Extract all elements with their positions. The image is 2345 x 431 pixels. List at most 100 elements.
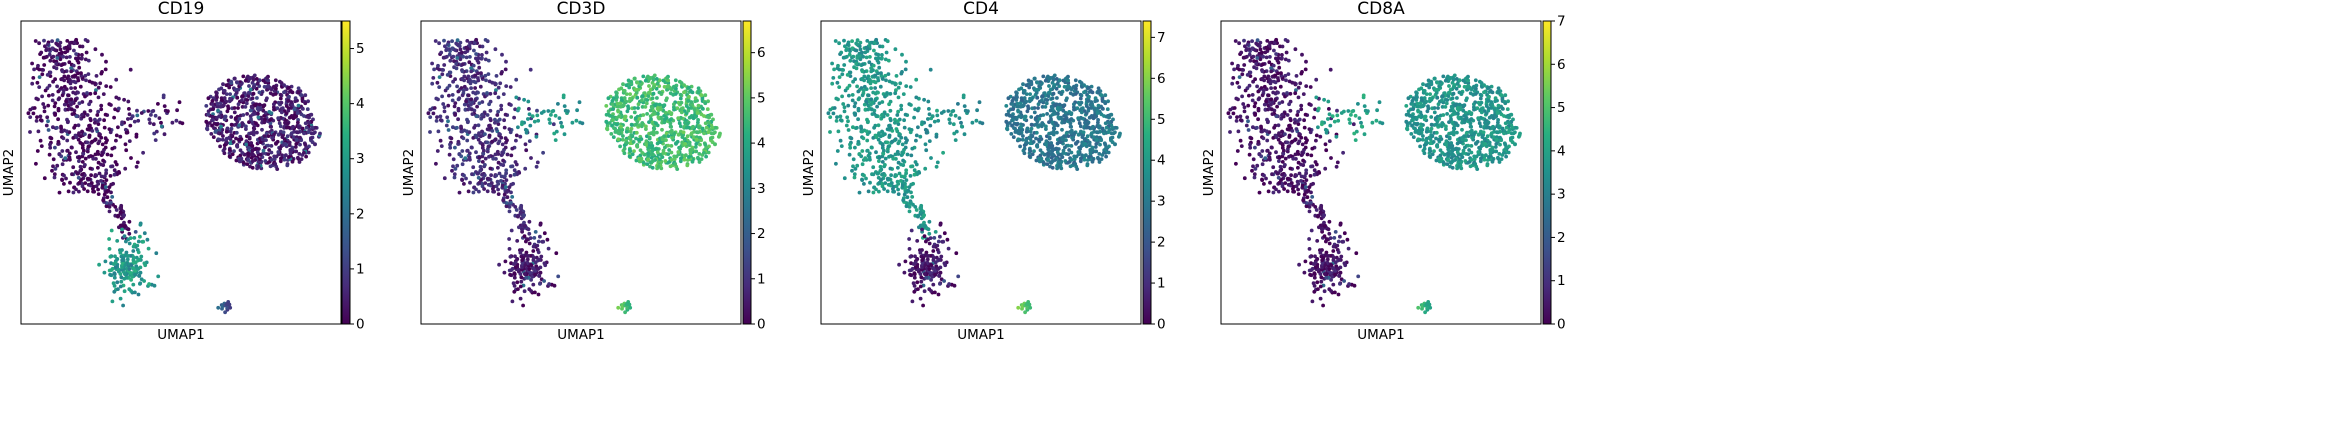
cell-point bbox=[647, 90, 651, 95]
cell-point bbox=[634, 90, 639, 95]
cell-point bbox=[28, 115, 33, 119]
cell-point bbox=[675, 139, 680, 144]
cell-point bbox=[876, 123, 881, 128]
cell-point bbox=[673, 162, 678, 166]
cell-point bbox=[68, 180, 72, 185]
cell-point bbox=[1089, 149, 1093, 154]
cell-point bbox=[36, 97, 40, 102]
cell-point bbox=[471, 63, 476, 68]
cell-point bbox=[159, 124, 164, 129]
cell-point bbox=[243, 105, 248, 109]
cell-point bbox=[77, 181, 82, 185]
cell-point bbox=[1246, 128, 1251, 132]
cell-point bbox=[487, 154, 491, 159]
cell-point bbox=[1300, 142, 1305, 147]
cell-point bbox=[277, 121, 282, 126]
cell-point bbox=[1029, 133, 1034, 137]
cell-point bbox=[632, 149, 636, 154]
cell-point bbox=[526, 99, 531, 104]
cell-point bbox=[511, 181, 515, 186]
cell-point bbox=[1033, 116, 1038, 121]
cell-point bbox=[652, 73, 657, 78]
cell-point bbox=[854, 61, 859, 66]
cell-point bbox=[89, 181, 94, 185]
cell-point bbox=[837, 41, 841, 46]
cell-point bbox=[1063, 110, 1068, 115]
cell-point bbox=[871, 190, 876, 195]
cell-point bbox=[98, 81, 103, 86]
cell-point bbox=[250, 165, 255, 170]
cell-point bbox=[885, 127, 890, 132]
cell-point bbox=[444, 48, 449, 53]
cell-point bbox=[531, 282, 536, 287]
cell-point bbox=[61, 54, 65, 59]
cell-point bbox=[922, 234, 927, 239]
cell-point bbox=[74, 52, 78, 56]
cell-point bbox=[430, 81, 435, 86]
cell-point bbox=[206, 112, 211, 117]
cell-point bbox=[1262, 182, 1266, 186]
cell-point bbox=[1054, 121, 1058, 126]
cell-point bbox=[1056, 111, 1060, 116]
cell-point bbox=[77, 131, 81, 136]
cell-point bbox=[465, 138, 470, 143]
cell-point bbox=[74, 114, 79, 119]
cell-point bbox=[230, 123, 234, 127]
cell-point bbox=[1073, 162, 1078, 166]
cell-point bbox=[942, 261, 947, 266]
cell-point bbox=[426, 111, 431, 116]
cell-point bbox=[1026, 106, 1031, 111]
cell-point bbox=[1065, 84, 1070, 89]
cell-point bbox=[488, 118, 493, 123]
cell-point bbox=[1079, 156, 1083, 161]
cell-point bbox=[134, 134, 139, 139]
cell-point bbox=[216, 108, 220, 113]
cell-point bbox=[87, 102, 91, 107]
cell-point bbox=[282, 157, 287, 162]
cell-point bbox=[845, 42, 850, 47]
cell-point bbox=[689, 132, 694, 137]
cell-point bbox=[865, 46, 870, 51]
cell-point bbox=[862, 173, 866, 178]
cell-point bbox=[473, 123, 478, 128]
cell-point bbox=[227, 147, 232, 152]
cell-point bbox=[234, 90, 239, 95]
cell-point bbox=[85, 140, 90, 145]
cell-point bbox=[488, 166, 493, 171]
cell-point bbox=[845, 115, 850, 120]
cell-point bbox=[243, 78, 248, 83]
cell-point bbox=[837, 85, 842, 89]
cell-point bbox=[941, 150, 945, 155]
cell-point bbox=[640, 94, 645, 98]
cell-point bbox=[612, 126, 616, 130]
cell-point bbox=[672, 84, 676, 89]
cell-point bbox=[232, 76, 237, 81]
cell-point bbox=[510, 146, 515, 151]
cell-point bbox=[294, 149, 299, 154]
cell-point bbox=[452, 175, 457, 180]
cell-point bbox=[694, 114, 699, 119]
cell-point bbox=[118, 206, 123, 211]
cell-point bbox=[262, 103, 267, 108]
cell-point bbox=[923, 127, 928, 132]
cell-point bbox=[639, 156, 644, 161]
cell-point bbox=[956, 102, 960, 106]
cell-point bbox=[70, 112, 75, 116]
cell-point bbox=[516, 125, 520, 130]
cell-point bbox=[206, 96, 211, 101]
cell-point bbox=[477, 181, 482, 185]
cell-point bbox=[112, 271, 117, 276]
cell-point bbox=[682, 90, 686, 95]
cell-point bbox=[672, 132, 676, 137]
cell-point bbox=[296, 103, 301, 108]
cell-point bbox=[264, 138, 268, 143]
cell-point bbox=[850, 93, 855, 97]
cell-point bbox=[535, 108, 539, 113]
cell-point bbox=[446, 103, 451, 108]
cell-point bbox=[467, 151, 472, 156]
cell-point bbox=[842, 176, 847, 181]
cell-point bbox=[210, 102, 215, 106]
cell-point bbox=[431, 111, 436, 116]
cell-point bbox=[451, 164, 455, 169]
